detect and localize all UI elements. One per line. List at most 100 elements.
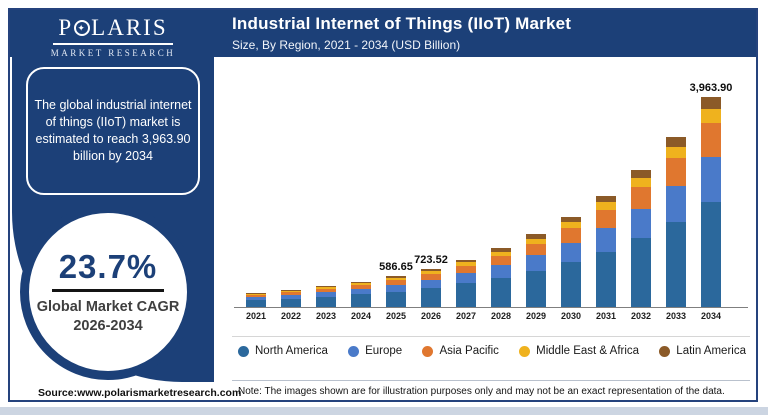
bar-2028-segment-asia-pacific xyxy=(491,255,511,266)
x-tick-2021: 2021 xyxy=(245,311,267,321)
legend-label-middle-east-africa: Middle East & Africa xyxy=(536,345,640,357)
bar-2021-segment-europe xyxy=(246,297,266,301)
bar-2025-segment-europe xyxy=(386,284,406,292)
bar-2025 xyxy=(386,275,406,307)
bar-2033 xyxy=(666,137,686,307)
bar-2030-segment-middle-east-africa xyxy=(561,222,581,229)
x-tick-2034: 2034 xyxy=(700,311,722,321)
bar-2029-segment-middle-east-africa xyxy=(526,238,546,244)
cagr-circle: 23.7% Global Market CAGR 2026-2034 xyxy=(20,204,196,380)
logo-letter-p: P xyxy=(58,15,74,40)
logo-letters-rest: LARIS xyxy=(91,15,168,40)
bar-2027-segment-europe xyxy=(456,273,476,284)
bar-2031 xyxy=(596,196,616,307)
legend-dot-north-america xyxy=(238,345,249,357)
bar-2031-segment-middle-east-africa xyxy=(596,202,616,210)
bar-2031-segment-europe xyxy=(596,227,616,252)
bar-2026-segment-latin-america xyxy=(421,268,441,271)
bar-2024 xyxy=(351,281,371,307)
bar-2028 xyxy=(491,248,511,307)
x-tick-2029: 2029 xyxy=(525,311,547,321)
bar-2021-segment-latin-america xyxy=(246,293,266,295)
x-tick-2031: 2031 xyxy=(595,311,617,321)
source-text: Source:www.polarismarketresearch.com xyxy=(38,387,242,399)
legend-divider xyxy=(232,336,750,337)
bar-2034-segment-asia-pacific xyxy=(701,123,721,157)
x-tick-2032: 2032 xyxy=(630,311,652,321)
bar-2025-segment-north-america xyxy=(386,291,406,307)
bar-2023 xyxy=(316,286,336,307)
bar-2024-segment-asia-pacific xyxy=(351,284,371,289)
bar-2026 xyxy=(421,268,441,307)
bar-2026-segment-middle-east-africa xyxy=(421,270,441,274)
bar-2026-segment-north-america xyxy=(421,287,441,307)
cagr-divider xyxy=(52,289,164,293)
legend-label-latin-america: Latin America xyxy=(676,345,746,357)
cagr-label-line1: Global Market CAGR xyxy=(36,299,180,316)
bar-2027-segment-latin-america xyxy=(456,259,476,263)
bar-2032-segment-north-america xyxy=(631,238,651,307)
bar-2029-segment-asia-pacific xyxy=(526,243,546,256)
logo-tagline: MARKET RESEARCH xyxy=(50,48,176,58)
bar-2034-segment-middle-east-africa xyxy=(701,109,721,124)
bar-2033-segment-europe xyxy=(666,185,686,223)
title-block: Industrial Internet of Things (IIoT) Mar… xyxy=(232,14,571,52)
bar-2033-segment-middle-east-africa xyxy=(666,147,686,159)
bar-2033-segment-asia-pacific xyxy=(666,158,686,186)
polaris-logo-wordmark: P ✦ LARIS xyxy=(12,15,214,41)
legend-dot-latin-america xyxy=(659,345,671,357)
bar-2027-segment-middle-east-africa xyxy=(456,262,476,266)
bar-2028-segment-north-america xyxy=(491,277,511,307)
bar-2021-segment-middle-east-africa xyxy=(246,294,266,295)
market-callout-text: The global industrial internet of things… xyxy=(34,98,192,163)
bar-2034 xyxy=(701,97,721,307)
bar-2029-segment-latin-america xyxy=(526,234,546,239)
page-title: Industrial Internet of Things (IIoT) Mar… xyxy=(232,14,572,33)
bar-2023-segment-north-america xyxy=(316,296,336,307)
bar-2023-segment-asia-pacific xyxy=(316,288,336,292)
outer-frame: P ✦ LARIS MARKET RESEARCH The global indus… xyxy=(8,8,758,402)
legend-item-latin-america: Latin America xyxy=(659,345,746,357)
legend: North America Europe Asia Pacific Middle Ea… xyxy=(238,345,746,357)
bar-2032 xyxy=(631,169,651,307)
bar-2034-segment-north-america xyxy=(701,202,721,307)
bar-2030-segment-north-america xyxy=(561,262,581,307)
x-tick-2028: 2028 xyxy=(490,311,512,321)
bar-2027 xyxy=(456,259,476,307)
x-tick-2024: 2024 xyxy=(350,311,372,321)
bar-2021-segment-north-america xyxy=(246,300,266,307)
bar-2029-segment-north-america xyxy=(526,270,546,307)
x-tick-2026: 2026 xyxy=(420,311,442,321)
logo-underline xyxy=(53,43,173,45)
legend-dot-middle-east-africa xyxy=(519,345,531,357)
bar-2026-segment-europe xyxy=(421,279,441,288)
bar-2023-segment-europe xyxy=(316,292,336,297)
legend-item-europe: Europe xyxy=(348,345,402,357)
bar-2023-segment-latin-america xyxy=(316,286,336,288)
bar-value-label-2025: 586.65 xyxy=(379,260,413,273)
bar-2028-segment-latin-america xyxy=(491,248,511,252)
bar-2022-segment-latin-america xyxy=(281,290,301,292)
bar-2029-segment-europe xyxy=(526,255,546,271)
bar-2026-segment-asia-pacific xyxy=(421,273,441,280)
bar-value-label-2034: 3,963.90 xyxy=(689,82,733,94)
bar-2031-segment-asia-pacific xyxy=(596,209,616,228)
x-tick-2022: 2022 xyxy=(280,311,302,321)
bar-2022-segment-europe xyxy=(281,294,301,299)
page-subtitle: Size, By Region, 2021 - 2034 (USD Billio… xyxy=(232,38,461,52)
bar-2029 xyxy=(526,234,546,307)
bar-2030-segment-asia-pacific xyxy=(561,228,581,243)
bar-2031-segment-north-america xyxy=(596,251,616,307)
bar-2030 xyxy=(561,217,581,307)
legend-label-europe: Europe xyxy=(365,345,403,357)
x-tick-2030: 2030 xyxy=(560,311,582,321)
polaris-logo: P ✦ LARIS MARKET RESEARCH xyxy=(12,10,214,58)
year-axis: 2021 2022 2023 2024 2025 2026 2027 2028 2029 2030… xyxy=(234,311,748,323)
bar-2030-segment-europe xyxy=(561,242,581,263)
bar-2023-segment-middle-east-africa xyxy=(316,287,336,289)
legend-label-asia-pacific: Asia Pacific xyxy=(439,345,499,357)
legend-label-north-america: North America xyxy=(255,345,328,357)
bar-2028-segment-middle-east-africa xyxy=(491,251,511,256)
bar-2028-segment-europe xyxy=(491,265,511,278)
bar-2027-segment-asia-pacific xyxy=(456,265,476,274)
